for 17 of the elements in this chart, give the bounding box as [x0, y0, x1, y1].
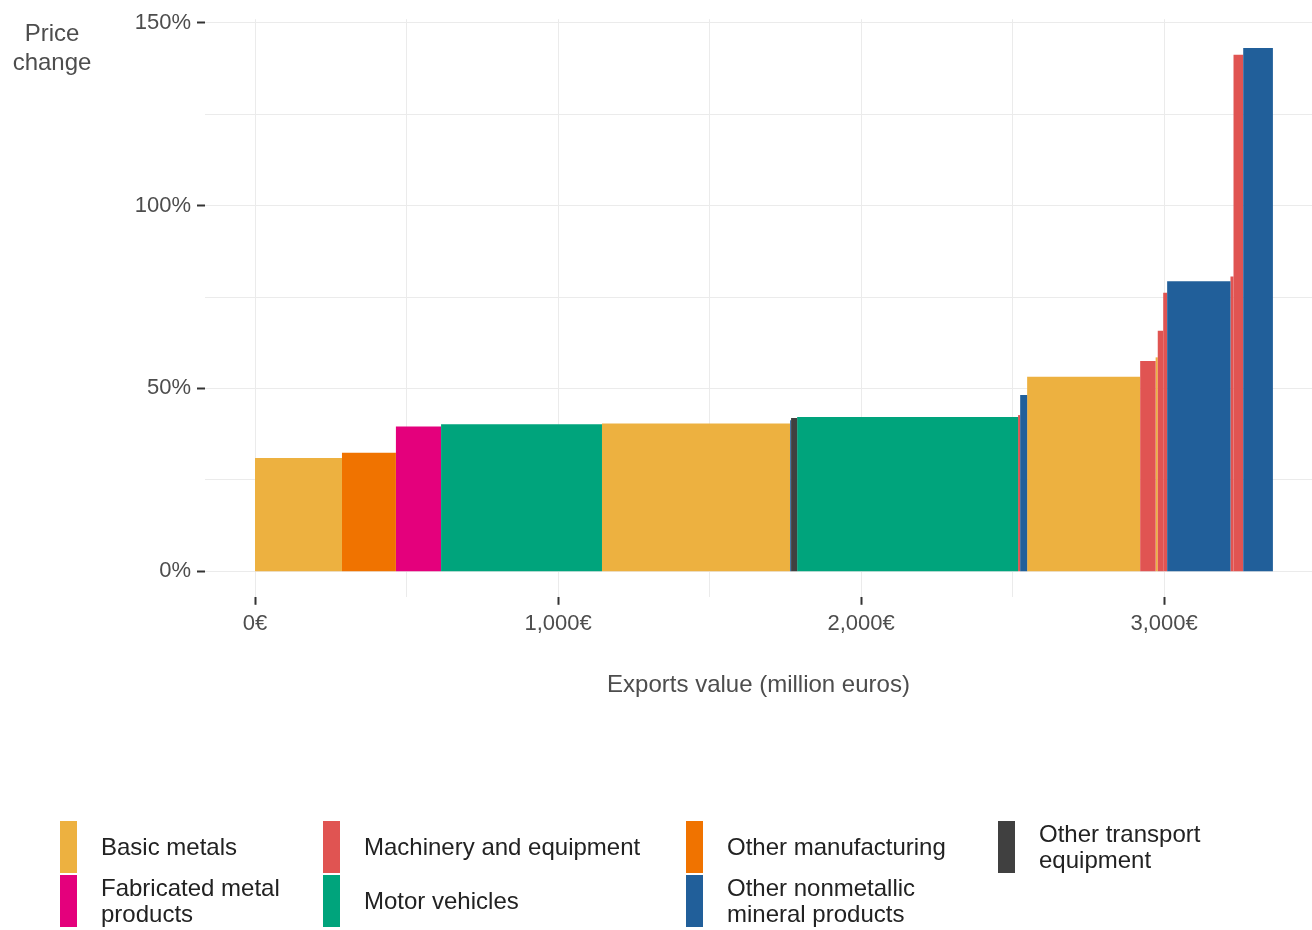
legend-label: Fabricated metal products: [101, 874, 281, 927]
y-tick-label: 100%: [134, 191, 191, 217]
x-tick-label: 0€: [242, 610, 268, 636]
legend-label: Other manufacturing: [727, 833, 946, 860]
legend-label: Other nonmetallic mineral products: [727, 874, 917, 927]
legend-label: Machinery and equipment: [364, 833, 641, 860]
x-tick-label: 1,000€: [524, 610, 592, 636]
legend-label: Motor vehicles: [364, 887, 519, 914]
legend-label: Basic metals: [101, 833, 238, 860]
y-tick-label: 50%: [146, 374, 191, 400]
x-axis-title: Exports value (million euros): [607, 670, 910, 698]
y-tick-label: 0%: [159, 557, 191, 583]
x-tick-label: 2,000€: [827, 610, 895, 636]
y-axis-title: Price change: [12, 18, 92, 75]
legend-label: Other transport equipment: [1039, 820, 1202, 873]
x-tick-label: 3,000€: [1130, 610, 1198, 636]
y-tick-label: 150%: [134, 8, 191, 34]
